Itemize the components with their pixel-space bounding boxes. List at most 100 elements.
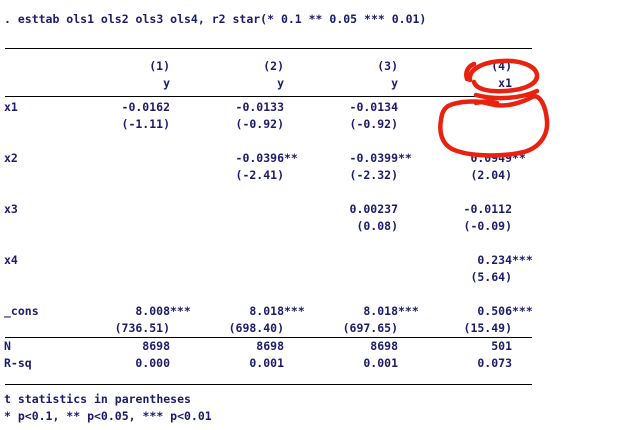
row-label: [0, 75, 57, 92]
table-row-model-numbers: (1) (2) (3) (4): [0, 58, 621, 75]
cell-value: (0.08): [356, 219, 398, 233]
cell-value: (-2.32): [349, 168, 398, 182]
summary-stats-section: N 8698 8698 8698 501 R-sq 0.000 0.001 0.001 0.073: [0, 338, 621, 372]
table-footnotes: t statistics in parentheses * p<0.1, ** …: [0, 391, 621, 425]
coef-group-x1: x1 -0.0162 -0.0133 -0.0134 (-1.11) (-0.92) (-0…: [0, 99, 621, 133]
cell-col4: (-0.09): [398, 218, 512, 235]
cell-value: -0.0112: [463, 202, 512, 216]
coef-group-_cons: _cons 8.008 *** 8.018 *** 8.018 *** 0.506 *** (73…: [0, 303, 621, 337]
row-label: [0, 218, 57, 235]
cell-col2: [170, 201, 284, 218]
cell-col1: [57, 252, 170, 269]
cell-col1: [57, 150, 170, 167]
significance-stars: **: [284, 151, 298, 165]
cell-value: 0.0949: [470, 151, 512, 165]
cell-col3: (-2.32): [284, 167, 398, 184]
footnote-tstat: t statistics in parentheses: [4, 392, 191, 406]
cell-col4: 0.0949 **: [398, 150, 525, 167]
cell-col4: -0.0112: [398, 201, 512, 218]
table-row-x2-estimate: x2 -0.0396 ** -0.0399 ** 0.0949 **: [0, 150, 621, 167]
cell-col2: (-2.41): [170, 167, 284, 184]
cell-col4: (2.04): [398, 167, 512, 184]
cell-col1: [57, 269, 170, 286]
table-header-rule: [5, 96, 532, 97]
cell-value: (-2.41): [235, 168, 284, 182]
cell-value: y: [391, 76, 398, 90]
cell-col3: [284, 252, 398, 269]
row-label: x2: [4, 151, 18, 165]
table-stats-rule: [5, 337, 532, 338]
cell-col1: 8698: [57, 338, 170, 355]
cell-col3: 8.018 ***: [284, 303, 418, 320]
cell-value: (1): [149, 59, 170, 73]
cell-value: (697.65): [342, 321, 398, 335]
cell-col2: [170, 269, 284, 286]
row-label: [0, 116, 57, 133]
row-label: N: [4, 339, 11, 353]
row-label: x1: [4, 100, 18, 114]
significance-stars: ***: [512, 253, 533, 267]
coef-group-x3: x3 0.00237 -0.0112 (0.08) (-0.09): [0, 201, 621, 235]
row-label: x3: [4, 202, 18, 216]
cell-value: (15.49): [463, 321, 512, 335]
cell-value: y: [277, 76, 284, 90]
significance-stars: **: [398, 151, 412, 165]
cell-value: (-0.09): [463, 219, 512, 233]
cell-col1: 0.000: [57, 355, 170, 372]
cell-value: 0.00237: [349, 202, 398, 216]
cell-col2: 8698: [170, 338, 284, 355]
cell-col2: -0.0133: [170, 99, 284, 116]
cell-col1: 8.008 ***: [57, 303, 190, 320]
table-bottom-rule: [5, 384, 532, 385]
cell-col3: y: [284, 75, 398, 92]
cell-value: -0.0162: [121, 100, 170, 114]
significance-stars: ***: [512, 304, 533, 318]
cell-col2: y: [170, 75, 284, 92]
row-label: [0, 320, 57, 337]
cell-col3: (697.65): [284, 320, 398, 337]
cell-col1: -0.0162: [57, 99, 170, 116]
cell-col3: (-0.92): [284, 116, 398, 133]
row-label: x4: [4, 253, 18, 267]
cell-value: (-0.92): [349, 117, 398, 131]
cell-value: 0.073: [477, 356, 512, 370]
cell-col2: [170, 252, 284, 269]
cell-col4: [398, 116, 512, 133]
significance-stars: ***: [398, 304, 419, 318]
cell-value: 0.001: [249, 356, 284, 370]
cell-col2: (2): [170, 58, 284, 75]
cell-col3: (3): [284, 58, 398, 75]
cell-value: 8698: [370, 339, 398, 353]
coefficient-section: x1 -0.0162 -0.0133 -0.0134 (-1.11) (-0.92) (-0…: [0, 97, 621, 337]
table-row-x3-tstat: (0.08) (-0.09): [0, 218, 621, 235]
table-row-_cons-tstat: (736.51) (698.40) (697.65) (15.49): [0, 320, 621, 337]
cell-col2: 8.018 ***: [170, 303, 304, 320]
cell-value: (-1.11): [121, 117, 170, 131]
significance-stars: ***: [284, 304, 305, 318]
row-label: [0, 167, 57, 184]
table-top-rule: [5, 48, 532, 49]
footnote-stars: * p<0.1, ** p<0.05, *** p<0.01: [4, 409, 212, 423]
row-label: _cons: [4, 304, 39, 318]
row-label: R-sq: [4, 356, 32, 370]
cell-value: 8.018: [249, 304, 284, 318]
cell-col4: (15.49): [398, 320, 512, 337]
cell-col1: y: [57, 75, 170, 92]
cell-value: 8698: [142, 339, 170, 353]
cell-value: 8.018: [363, 304, 398, 318]
cell-value: 0.000: [135, 356, 170, 370]
cell-col1: (1): [57, 58, 170, 75]
cell-value: (2): [263, 59, 284, 73]
cell-value: -0.0399: [349, 151, 398, 165]
cell-col1: [57, 167, 170, 184]
cell-col3: 0.001: [284, 355, 398, 372]
cell-value: -0.0133: [235, 100, 284, 114]
table-row-x2-tstat: (-2.41) (-2.32) (2.04): [0, 167, 621, 184]
cell-value: 0.234: [477, 253, 512, 267]
cell-col2: 0.001: [170, 355, 284, 372]
cell-col4: 0.073: [398, 355, 512, 372]
cell-col3: [284, 269, 398, 286]
table-row-x4-tstat: (5.64): [0, 269, 621, 286]
cell-value: 0.506: [477, 304, 512, 318]
cell-value: -0.0396: [235, 151, 284, 165]
